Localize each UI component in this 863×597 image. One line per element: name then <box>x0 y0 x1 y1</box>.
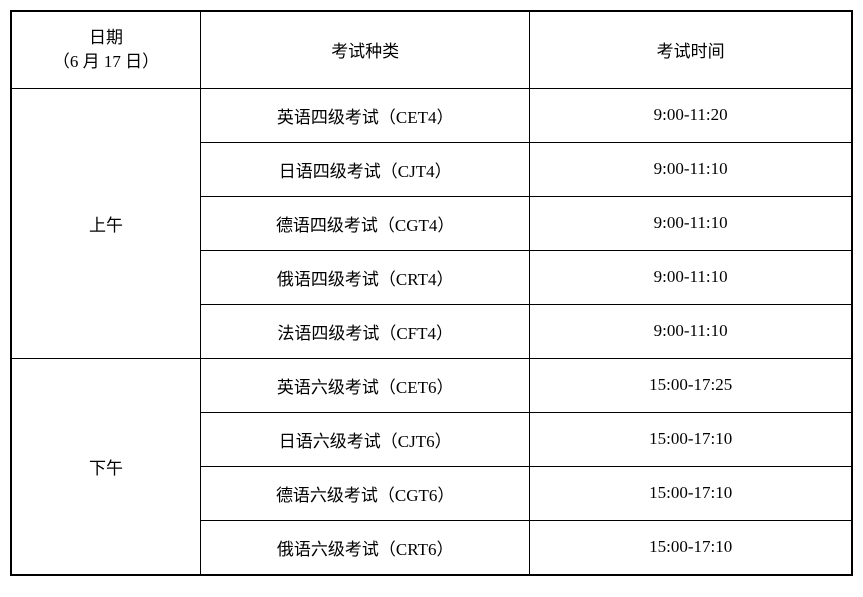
exam-type-cell: 日语六级考试（CJT6） <box>201 412 530 466</box>
exam-time-cell: 9:00-11:10 <box>530 304 852 358</box>
table-header-row: 日期 （6 月 17 日） 考试种类 考试时间 <box>11 11 852 88</box>
exam-type-cell: 英语四级考试（CET4） <box>201 88 530 142</box>
exam-type-cell: 俄语六级考试（CRT6） <box>201 520 530 575</box>
header-exam-type: 考试种类 <box>201 11 530 88</box>
period-morning: 上午 <box>11 88 201 358</box>
exam-time-cell: 15:00-17:25 <box>530 358 852 412</box>
exam-schedule-table: 日期 （6 月 17 日） 考试种类 考试时间 上午 英语四级考试（CET4） … <box>10 10 853 576</box>
table-row: 上午 英语四级考试（CET4） 9:00-11:20 <box>11 88 852 142</box>
exam-type-cell: 德语四级考试（CGT4） <box>201 196 530 250</box>
period-afternoon: 下午 <box>11 358 201 575</box>
exam-time-cell: 9:00-11:10 <box>530 142 852 196</box>
exam-type-cell: 俄语四级考试（CRT4） <box>201 250 530 304</box>
exam-time-cell: 15:00-17:10 <box>530 520 852 575</box>
exam-time-cell: 9:00-11:10 <box>530 250 852 304</box>
exam-time-cell: 15:00-17:10 <box>530 466 852 520</box>
exam-time-cell: 15:00-17:10 <box>530 412 852 466</box>
exam-time-cell: 9:00-11:20 <box>530 88 852 142</box>
header-date: 日期 （6 月 17 日） <box>11 11 201 88</box>
date-label: 日期 <box>89 28 123 47</box>
date-sub: （6 月 17 日） <box>53 52 159 71</box>
exam-type-cell: 英语六级考试（CET6） <box>201 358 530 412</box>
header-exam-time: 考试时间 <box>530 11 852 88</box>
exam-type-cell: 法语四级考试（CFT4） <box>201 304 530 358</box>
exam-type-cell: 日语四级考试（CJT4） <box>201 142 530 196</box>
exam-time-cell: 9:00-11:10 <box>530 196 852 250</box>
exam-type-cell: 德语六级考试（CGT6） <box>201 466 530 520</box>
table-row: 下午 英语六级考试（CET6） 15:00-17:25 <box>11 358 852 412</box>
